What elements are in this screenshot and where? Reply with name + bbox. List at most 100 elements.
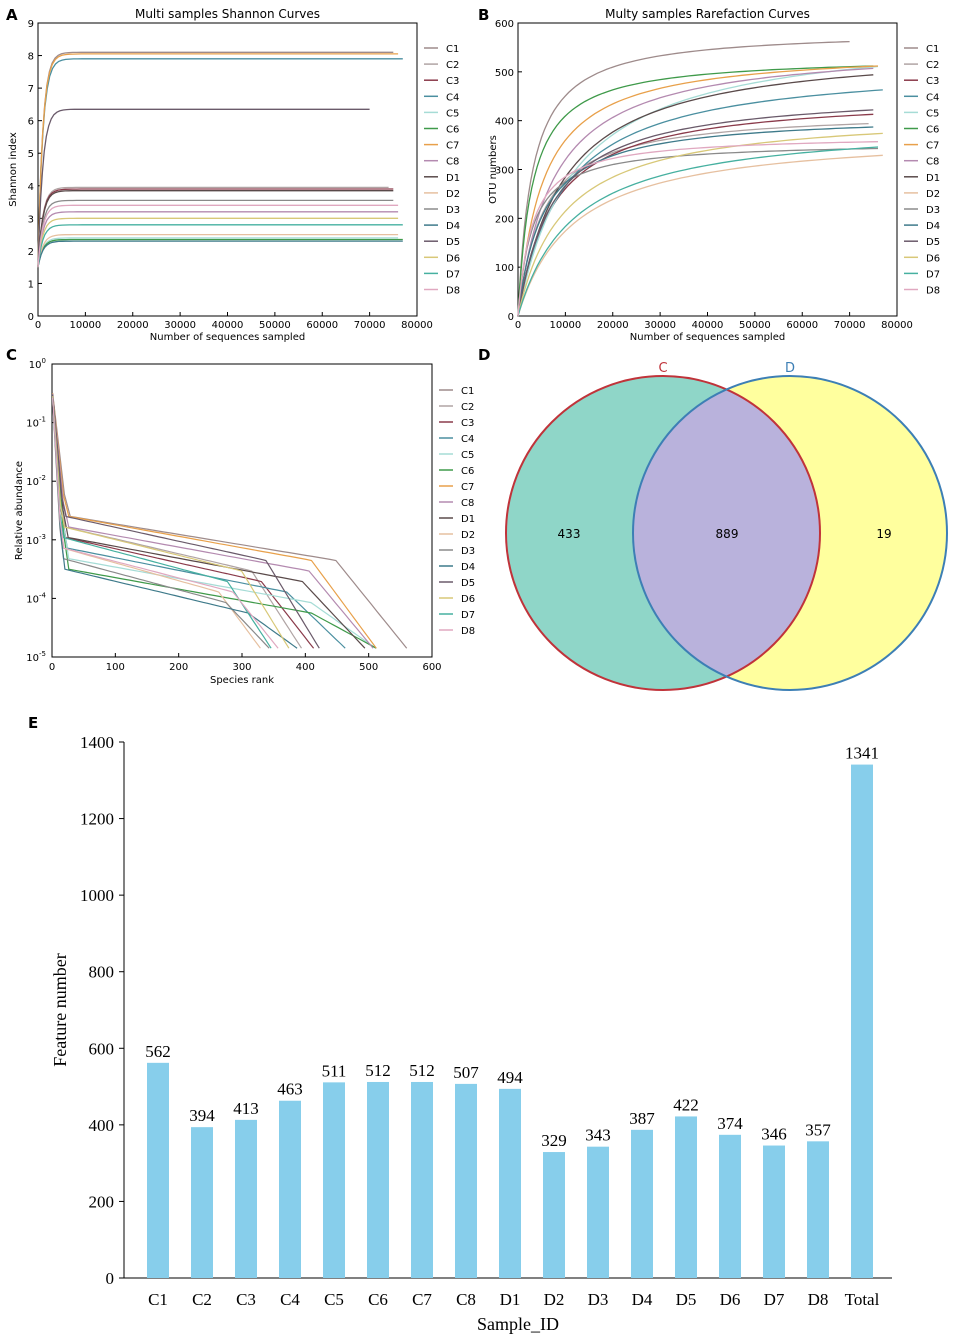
x-tick-label: 10000 [69,320,101,331]
y-tick-label: 10-5 [26,650,46,664]
series-line-c7 [52,393,377,649]
series-line-d2 [52,398,261,649]
series-line-d7 [37,224,403,268]
bar-c5 [323,1082,345,1278]
y-tick-label: 0 [106,1269,115,1288]
x-tick-label: D5 [676,1290,697,1309]
y-tick-label: 3 [28,214,34,225]
series-line-d2 [517,154,883,317]
legend-label: D3 [446,205,460,216]
x-tick-label: 40000 [692,320,724,331]
y-tick-label: 10-2 [26,474,46,488]
panel-d-venn: C D 433 889 19 [505,361,948,691]
series-line-d4 [517,126,874,317]
series-line-c3 [52,395,315,649]
venn-count-d-only: 19 [876,527,891,541]
y-tick-label: 0 [508,312,514,323]
x-tick-label: C3 [236,1290,256,1309]
series-line-d5 [517,109,874,317]
series-line-d8 [517,141,879,317]
x-tick-label: D8 [808,1290,829,1309]
x-tick-label: 500 [359,662,378,673]
legend-label: D6 [461,594,475,605]
legend-label: D1 [461,514,475,525]
bar-c1 [147,1062,169,1278]
legend-label: C1 [926,44,939,55]
y-tick-label: 400 [495,117,514,128]
bar-d1 [499,1088,521,1278]
y-tick-label: 200 [89,1192,115,1211]
venn-count-c-only: 433 [558,527,581,541]
legend-label: C7 [926,141,939,152]
legend-label: D5 [926,237,940,248]
legend-label: D7 [926,269,940,280]
x-tick-label: 0 [515,320,521,331]
bar-value-label: 1341 [845,744,879,763]
x-tick-label: 70000 [834,320,866,331]
series-line-d2 [37,233,399,268]
series-line-c6 [52,395,377,649]
y-axis-label: OTU numbers [488,135,499,204]
bar-value-label: 512 [365,1061,391,1080]
bar-value-label: 507 [453,1063,479,1082]
bar-value-label: 422 [673,1095,699,1114]
x-tick-label: 20000 [597,320,629,331]
panel-c-rank-abundance: 0 100 200 300 400 500 600 10-5 10-4 10-3 10-2 10-1 1… [14,357,475,686]
legend-label: D7 [446,269,460,280]
bar-value-label: 357 [805,1120,831,1139]
y-tick-label: 1200 [80,810,114,829]
legend-label: D2 [446,189,460,200]
series-line-c3 [37,188,394,268]
bar-c8 [455,1083,477,1278]
legend-label: C2 [461,402,474,413]
x-tick-label: 80000 [881,320,913,331]
x-tick-label: C4 [280,1290,300,1309]
legend-label: D2 [926,189,940,200]
legend-label: D4 [446,221,460,232]
y-tick-label: 6 [28,117,34,128]
series-line-d1 [517,74,874,317]
series-line-c8 [37,211,399,268]
x-tick-label: D7 [764,1290,785,1309]
y-tick-label: 7 [28,84,34,95]
panel-label-e: E [28,714,38,732]
legend-label: D3 [461,546,475,557]
x-tick-label: 600 [422,662,441,673]
series-line-c4 [52,395,346,649]
x-tick-label: 60000 [306,320,338,331]
legend-label: C4 [461,434,474,445]
series-line-d5 [52,394,320,649]
y-tick-label: 1000 [80,886,114,905]
panel-a-shannon-curves: Multi samples Shannon Curves 0 10000 20000 3… [8,7,460,343]
legend-label: D4 [461,562,475,573]
legend-label: C8 [461,498,474,509]
series-line-c1 [517,40,850,317]
legend-label: C8 [446,157,459,168]
legend-label: D5 [461,578,475,589]
legend-label: D1 [926,173,940,184]
x-tick-label: 50000 [739,320,771,331]
y-tick-label: 600 [89,1039,115,1058]
legend-label: C8 [926,157,939,168]
series-line-c6 [37,238,403,268]
bar-c2 [191,1127,213,1278]
legend-label: C6 [926,125,939,136]
venn-outline-c [505,375,821,691]
y-tick-label: 500 [495,68,514,79]
series-line-c4 [37,58,403,268]
panel-label-d: D [478,346,490,364]
legend-label: C4 [446,92,459,103]
legend-label: C4 [926,92,939,103]
legend-label: C2 [446,60,459,71]
legend-label: D6 [926,253,940,264]
x-axis-label: Number of sequences sampled [630,332,785,343]
x-axis-label: Sample_ID [477,1314,559,1334]
y-tick-label: 1 [28,279,34,290]
legend-label: C2 [926,60,939,71]
series-line-d6 [517,132,883,317]
panel-label-c: C [6,346,17,364]
series-line-c2 [37,186,389,268]
y-tick-label: 9 [28,19,34,30]
x-tick-label: 50000 [259,320,291,331]
legend-label: C7 [461,482,474,493]
